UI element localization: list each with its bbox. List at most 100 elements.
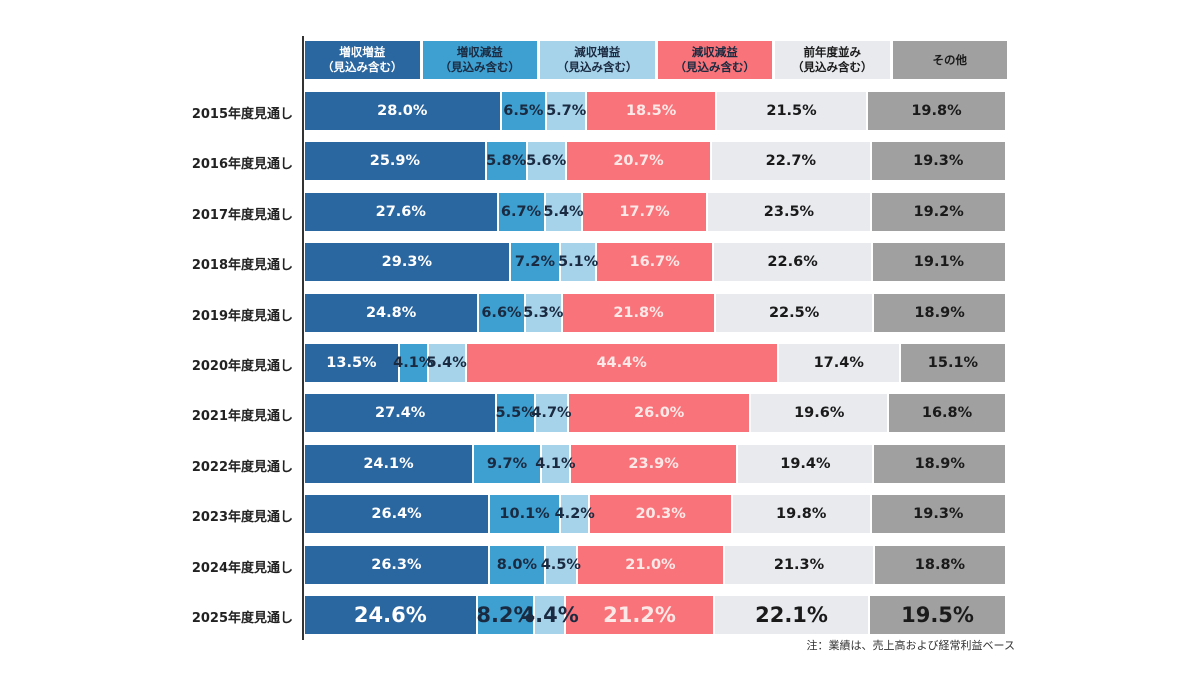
data-label: 10.1% [499,506,550,523]
bar-segment: 8.2% [476,596,535,634]
bar-segment: 22.5% [716,293,873,332]
bar-segment: 19.3% [871,495,1005,534]
data-label: 27.6% [375,203,426,220]
data-label: 6.7% [500,203,542,220]
legend-item: 前年度並み （見込み含む） [775,41,890,79]
bar-segment: 19.5% [870,596,1005,634]
legend-item: 減収増益 （見込み含む） [540,41,655,79]
bar-segment: 16.7% [597,243,713,282]
legend-label: その他 [932,52,968,67]
bar-segment: 29.3% [305,243,509,282]
bar-segment: 26.4% [305,495,489,534]
data-label: 8.0% [496,556,537,573]
data-label: 9.7% [486,455,528,472]
data-label: 21.3% [773,556,825,573]
bar-segment: 17.4% [778,344,899,382]
data-label: 19.8% [776,506,827,523]
data-label: 19.4% [780,455,831,472]
bar-segment: 4.7% [531,394,572,433]
data-label: 6.5% [503,103,544,119]
legend-label: （見込み含む） [439,60,521,74]
data-label: 4.4% [520,603,579,627]
category-label: 2023年度見通し [191,510,293,526]
bar-segment: 21.3% [725,545,873,584]
bar-segment: 22.7% [712,142,870,181]
data-label: 21.5% [766,103,817,119]
footnote: 注：業績は、売上高および経常利益ベース [806,639,1015,652]
data-label: 20.7% [613,153,664,170]
category-label: 2022年度見通し [191,459,293,475]
bar-segment: 28.0% [305,92,500,130]
data-label: 22.7% [765,153,816,170]
data-label: 19.1% [913,254,965,271]
bar-segment: 17.7% [583,192,706,231]
bar-segment: 23.9% [570,444,737,483]
legend-label: 減収増益 [574,45,621,59]
bar-segment: 9.7% [474,444,541,483]
data-label: 23.9% [628,455,679,472]
bar-segment: 18.9% [874,444,1005,483]
data-label: 23.5% [763,203,815,220]
data-label: 17.4% [813,355,864,371]
legend-label: 増収減益 [456,45,503,59]
data-label: 28.0% [377,103,428,119]
bar-segment: 19.2% [872,192,1005,231]
data-label: 26.3% [371,556,422,573]
data-label: 6.6% [481,304,522,321]
bar-segment: 6.5% [501,92,546,130]
category-label: 2016年度見通し [191,157,293,173]
bar-segment: 6.7% [498,192,544,231]
data-label: 18.9% [914,304,965,321]
legend-label: 減収減益 [691,45,738,59]
bar-segment: 4.4% [521,596,579,634]
category-label: 2018年度見通し [191,258,293,274]
bar-segment: 24.1% [305,444,472,483]
bar-segment: 22.6% [714,243,871,282]
data-label: 24.8% [365,304,417,321]
data-label: 16.8% [921,405,973,422]
data-label: 21.2% [603,603,676,627]
bar-segment: 18.8% [874,545,1005,584]
data-label: 22.6% [767,254,818,271]
legend-item: 増収増益 （見込み含む） [305,41,420,79]
legend-label: （見込み含む） [792,60,873,74]
data-label: 21.8% [613,304,664,321]
bar-segment: 15.1% [900,344,1005,382]
data-label: 7.2% [514,254,556,271]
data-label: 19.3% [913,506,964,523]
bar-segment: 19.4% [738,444,873,483]
data-label: 18.9% [914,455,965,472]
legend-item: 減収減益 （見込み含む） [657,41,772,79]
y-axis-line [302,36,304,640]
data-label: 44.4% [596,355,647,371]
data-label: 24.6% [353,603,427,627]
data-label: 29.3% [381,254,432,271]
data-label: 19.2% [913,203,964,220]
bar-segment: 24.8% [305,293,478,332]
legend-item: その他 [892,41,1007,79]
legend-label: 前年度並み [803,45,862,59]
data-label: 22.1% [755,603,828,627]
bar-segment: 19.1% [872,243,1005,282]
data-label: 4.1% [535,455,576,472]
data-label: 8.2% [476,603,535,627]
data-label: 17.7% [619,203,670,220]
bar-segment: 8.0% [489,545,544,584]
category-label: 2025年度見通し [191,611,293,626]
bar-segment: 5.8% [486,142,526,181]
bar-segment: 44.4% [466,344,777,382]
bar-segment: 5.6% [526,142,566,181]
data-label: 4.2% [554,506,595,523]
bar-segment: 21.0% [577,545,724,584]
bar-segment: 6.6% [479,293,524,332]
data-label: 15.1% [927,355,979,371]
data-label: 26.0% [634,405,685,422]
data-label: 21.0% [625,556,676,573]
bar-segment: 18.5% [587,92,716,130]
data-label: 27.4% [375,405,426,422]
data-label: 26.4% [371,506,422,523]
bar-segment: 4.2% [555,495,595,534]
data-label: 5.4% [543,203,584,220]
data-label: 22.5% [768,304,820,321]
